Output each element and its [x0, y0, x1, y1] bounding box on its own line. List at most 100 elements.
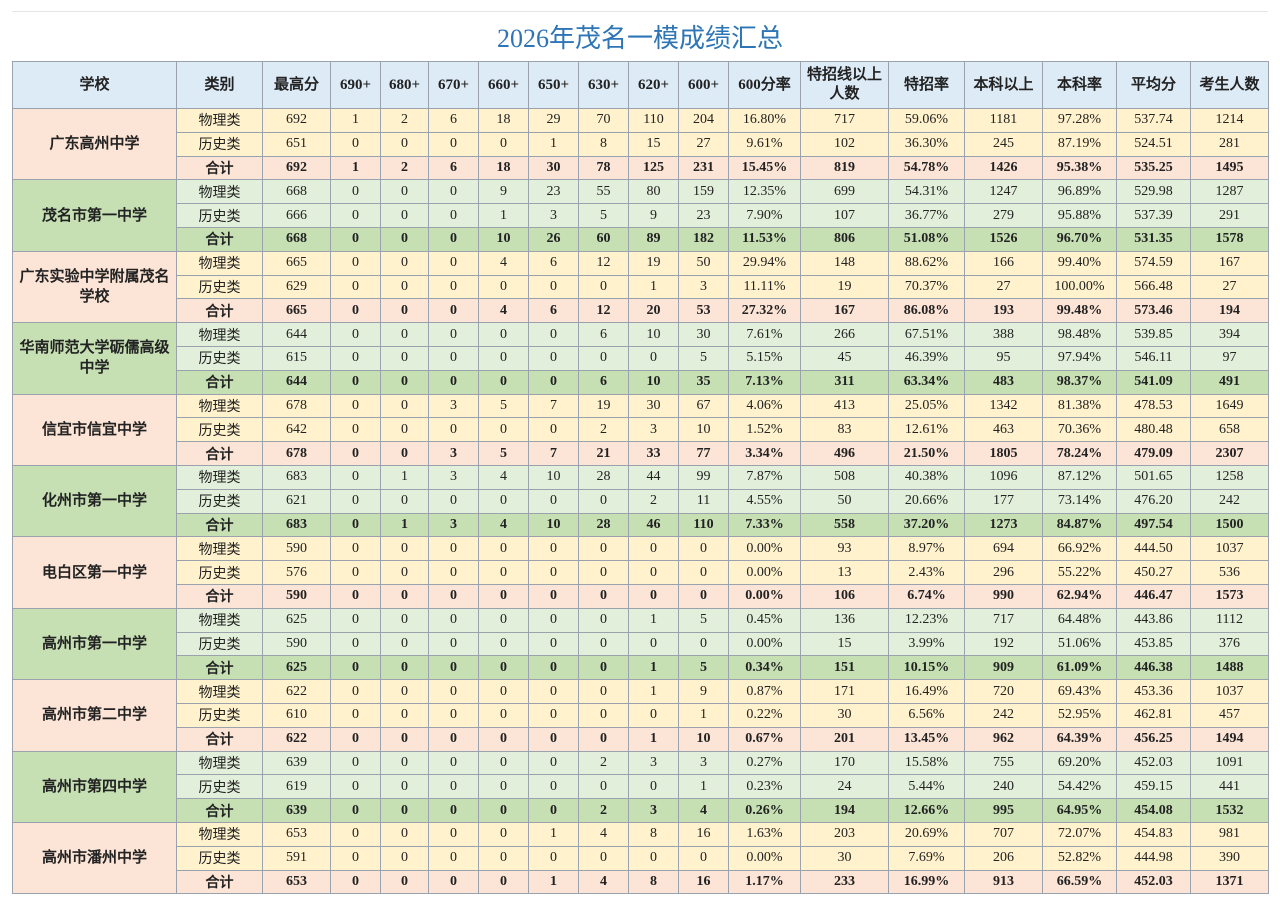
value-cell: 98.37%	[1042, 369, 1117, 395]
value-cell: 50	[678, 250, 729, 276]
value-cell: 480.48	[1116, 417, 1191, 443]
value-cell: 0	[528, 417, 579, 443]
value-cell: 3	[528, 203, 579, 228]
value-cell: 644	[262, 322, 331, 347]
value-cell: 9	[478, 179, 529, 205]
value-cell: 0	[428, 131, 479, 157]
value-cell: 0	[380, 322, 429, 347]
value-cell: 1	[330, 108, 381, 133]
value-cell: 0	[628, 345, 679, 371]
value-cell: 0	[528, 322, 579, 347]
value-cell: 479.09	[1116, 441, 1191, 466]
value-cell: 651	[262, 131, 331, 157]
value-cell: 8.97%	[888, 536, 965, 562]
value-cell: 3	[428, 464, 479, 490]
table-row: 茂名市第一中学 物理类 668 0 0 0 9 23 55 80 159 12.35% 699 54.31…	[12, 179, 1269, 252]
value-cell: 86.08%	[888, 298, 965, 324]
value-cell: 7.33%	[728, 512, 801, 538]
value-cell: 444.98	[1116, 845, 1191, 871]
school-cell: 高州市第四中学	[12, 750, 177, 823]
value-cell: 806	[800, 226, 889, 252]
value-cell: 0	[478, 631, 529, 657]
value-cell: 0	[478, 274, 529, 300]
category-cell: 历史类	[176, 488, 263, 514]
value-cell: 1037	[1190, 679, 1269, 704]
value-cell: 84.87%	[1042, 512, 1117, 538]
value-cell: 1	[678, 702, 729, 728]
value-cell: 0	[528, 845, 579, 871]
value-cell: 194	[800, 798, 889, 823]
value-cell: 0	[528, 583, 579, 609]
value-cell: 170	[800, 750, 889, 776]
value-cell: 206	[964, 845, 1043, 871]
value-cell: 0	[528, 631, 579, 657]
value-cell: 245	[964, 131, 1043, 157]
value-cell: 63.34%	[888, 369, 965, 395]
value-cell: 0	[528, 560, 579, 585]
value-cell: 639	[262, 750, 331, 776]
table-row: 广东高州中学 物理类 692 1 2 6 18 29 70 110 204 16.80% 717 59.0…	[12, 107, 1269, 181]
value-cell: 3	[628, 417, 679, 443]
value-cell: 35	[678, 369, 729, 395]
value-cell: 0	[380, 441, 429, 466]
value-cell: 3	[678, 274, 729, 300]
value-cell: 148	[800, 250, 889, 276]
value-cell: 67	[678, 393, 729, 419]
value-cell: 54.31%	[888, 179, 965, 205]
value-cell: 1	[478, 203, 529, 228]
value-cell: 457	[1190, 702, 1269, 728]
value-cell: 0	[528, 488, 579, 514]
value-cell: 0	[628, 774, 679, 800]
value-cell: 1273	[964, 512, 1043, 538]
value-cell: 4	[678, 798, 729, 823]
value-cell: 46	[628, 512, 679, 538]
value-cell: 720	[964, 679, 1043, 704]
value-cell: 0	[478, 607, 529, 633]
value-cell: 619	[262, 774, 331, 800]
value-cell: 3	[428, 393, 479, 419]
value-cell: 0	[380, 798, 429, 823]
value-cell: 1.63%	[728, 821, 801, 847]
value-cell: 497.54	[1116, 512, 1191, 538]
value-cell: 166	[964, 250, 1043, 276]
category-cell: 历史类	[176, 274, 263, 300]
value-cell: 159	[678, 179, 729, 205]
value-cell: 107	[800, 203, 889, 228]
school-cell: 茂名市第一中学	[12, 179, 177, 252]
value-cell: 0.00%	[728, 631, 801, 657]
value-cell: 0	[380, 726, 429, 752]
value-cell: 28	[578, 512, 629, 538]
value-cell: 0	[528, 536, 579, 562]
value-cell: 0	[478, 131, 529, 157]
value-cell: 0	[578, 774, 629, 800]
value-cell: 0	[330, 345, 381, 371]
value-cell: 18	[478, 155, 529, 181]
value-cell: 96.70%	[1042, 226, 1117, 252]
value-cell: 5.44%	[888, 774, 965, 800]
value-cell: 97.28%	[1042, 108, 1117, 133]
value-cell: 16.99%	[888, 869, 965, 895]
value-cell: 0	[628, 560, 679, 585]
table-row: 历史类 591 0 0 0 0 0 0 0 0 0.00% 30 7.69% 206 52.82% 444.9…	[13, 845, 1269, 871]
table-row: 华南师范大学砺儒高级中学 物理类 644 0 0 0 0 0 6 10 30 7.61% 266 67.5…	[12, 322, 1269, 395]
value-cell: 30	[628, 393, 679, 419]
value-cell: 45	[800, 345, 889, 371]
value-cell: 0	[428, 869, 479, 895]
value-cell: 0	[380, 583, 429, 609]
value-cell: 0	[528, 274, 579, 300]
value-cell: 33	[628, 441, 679, 466]
value-cell: 78	[578, 155, 629, 181]
value-cell: 1488	[1190, 655, 1269, 681]
value-cell: 0	[380, 869, 429, 895]
value-cell: 0	[330, 750, 381, 776]
value-cell: 576	[262, 560, 331, 585]
value-cell: 0	[330, 679, 381, 704]
value-cell: 1181	[964, 108, 1043, 133]
value-cell: 0	[428, 536, 479, 562]
value-cell: 20	[628, 298, 679, 324]
category-cell: 物理类	[176, 679, 263, 704]
value-cell: 78.24%	[1042, 441, 1117, 466]
table-row: 历史类 619 0 0 0 0 0 0 0 1 0.23% 24 5.44% 240 54.42% 459.1…	[13, 774, 1269, 800]
value-cell: 452.03	[1116, 869, 1191, 895]
table-row: 合计 692 1 2 6 18 30 78 125 231 15.45% 819 54.78% 1426 9…	[13, 155, 1269, 181]
